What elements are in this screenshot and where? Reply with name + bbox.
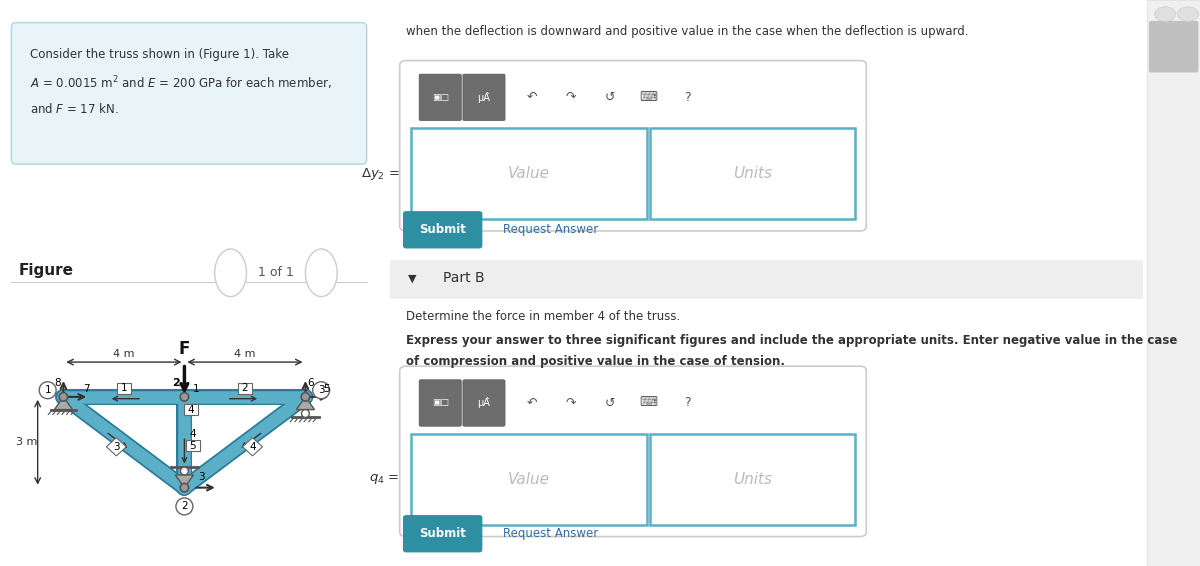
Text: $A$ = 0.0015 m$^2$ and $E$ = 200 GPa for each member,: $A$ = 0.0015 m$^2$ and $E$ = 200 GPa for…: [30, 75, 332, 92]
FancyBboxPatch shape: [463, 74, 505, 121]
Text: 1: 1: [120, 383, 127, 393]
Text: 2: 2: [181, 501, 187, 512]
Text: 8: 8: [55, 379, 61, 388]
Text: 7: 7: [83, 384, 89, 394]
Text: of compression and positive value in the case of tension.: of compression and positive value in the…: [406, 355, 785, 368]
Text: ↺: ↺: [605, 397, 614, 409]
Circle shape: [1154, 7, 1176, 22]
Text: ?: ?: [684, 91, 690, 104]
Circle shape: [313, 381, 330, 398]
Text: 3 m: 3 m: [17, 438, 37, 447]
Text: ↷: ↷: [565, 397, 576, 409]
Text: 1: 1: [44, 385, 50, 395]
FancyBboxPatch shape: [116, 383, 131, 394]
Text: Submit: Submit: [419, 528, 466, 540]
FancyBboxPatch shape: [390, 260, 1144, 299]
Polygon shape: [175, 475, 193, 488]
Text: 4 m: 4 m: [113, 349, 134, 359]
Circle shape: [40, 381, 56, 398]
FancyBboxPatch shape: [1147, 0, 1200, 566]
Text: 5: 5: [190, 441, 196, 451]
FancyBboxPatch shape: [419, 74, 461, 121]
Polygon shape: [54, 397, 72, 410]
Circle shape: [215, 249, 246, 297]
Text: 1: 1: [193, 384, 200, 394]
FancyBboxPatch shape: [403, 515, 482, 552]
Text: Request Answer: Request Answer: [504, 528, 599, 540]
Circle shape: [306, 249, 337, 297]
Polygon shape: [296, 397, 314, 410]
Text: 4: 4: [187, 405, 194, 414]
Text: Figure: Figure: [19, 263, 74, 278]
Text: Determine the force in member 4 of the truss.: Determine the force in member 4 of the t…: [406, 310, 680, 323]
FancyBboxPatch shape: [1148, 21, 1199, 72]
Text: 3: 3: [113, 442, 120, 452]
Text: ↶: ↶: [527, 397, 538, 409]
Circle shape: [180, 393, 188, 401]
Text: when the deflection is downward and positive value in the case when the deflecti: when the deflection is downward and posi…: [406, 25, 968, 38]
Text: 4: 4: [190, 428, 196, 439]
FancyBboxPatch shape: [650, 434, 854, 525]
FancyBboxPatch shape: [238, 383, 252, 394]
Text: Express your answer to three significant figures and include the appropriate uni: Express your answer to three significant…: [406, 334, 1177, 347]
Text: and $F$ = 17 kN.: and $F$ = 17 kN.: [30, 102, 119, 116]
Circle shape: [301, 410, 310, 418]
Text: 1 of 1: 1 of 1: [258, 267, 294, 279]
Text: μÂ: μÂ: [478, 92, 491, 103]
Text: 4 m: 4 m: [234, 349, 256, 359]
Text: ⌨: ⌨: [640, 397, 658, 409]
FancyBboxPatch shape: [412, 434, 647, 525]
Polygon shape: [242, 438, 263, 456]
Text: Value: Value: [508, 166, 550, 181]
FancyBboxPatch shape: [463, 380, 505, 426]
Text: 3: 3: [318, 385, 324, 395]
Text: Units: Units: [733, 472, 772, 487]
Polygon shape: [107, 438, 126, 456]
Text: ?: ?: [684, 397, 690, 409]
Circle shape: [180, 467, 188, 475]
Text: 3: 3: [198, 472, 204, 482]
FancyBboxPatch shape: [403, 211, 482, 248]
Text: F: F: [179, 340, 190, 358]
FancyBboxPatch shape: [650, 128, 854, 219]
Text: 4: 4: [250, 442, 256, 452]
Text: μÂ: μÂ: [478, 397, 491, 409]
FancyBboxPatch shape: [400, 366, 866, 537]
FancyBboxPatch shape: [412, 128, 647, 219]
FancyBboxPatch shape: [419, 380, 461, 426]
Text: 6: 6: [307, 379, 314, 388]
Text: $\Delta y_2$ =: $\Delta y_2$ =: [361, 166, 400, 182]
Text: ▣□: ▣□: [432, 93, 449, 102]
Circle shape: [301, 393, 310, 401]
Text: Value: Value: [508, 472, 550, 487]
Text: ↺: ↺: [605, 91, 614, 104]
Text: 2: 2: [172, 379, 180, 388]
Circle shape: [59, 393, 67, 401]
FancyBboxPatch shape: [11, 23, 367, 164]
Text: Part B: Part B: [443, 272, 485, 285]
Text: ↷: ↷: [565, 91, 576, 104]
FancyBboxPatch shape: [184, 404, 198, 415]
Circle shape: [1177, 7, 1199, 22]
Circle shape: [180, 483, 188, 492]
Text: ▣□: ▣□: [432, 398, 449, 408]
Text: Submit: Submit: [419, 224, 466, 236]
Text: Consider the truss shown in (Figure 1). Take: Consider the truss shown in (Figure 1). …: [30, 48, 289, 61]
FancyBboxPatch shape: [186, 440, 200, 452]
Text: >: >: [316, 267, 326, 279]
FancyBboxPatch shape: [400, 61, 866, 231]
Text: 5: 5: [323, 384, 330, 394]
Text: ⌨: ⌨: [640, 91, 658, 104]
Circle shape: [176, 498, 193, 515]
Text: Request Answer: Request Answer: [504, 224, 599, 236]
Text: <: <: [226, 267, 236, 279]
Text: $q_4$ =: $q_4$ =: [370, 473, 400, 486]
Text: ↶: ↶: [527, 91, 538, 104]
Text: ▼: ▼: [408, 273, 416, 284]
Text: 2: 2: [241, 383, 248, 393]
Text: Units: Units: [733, 166, 772, 181]
